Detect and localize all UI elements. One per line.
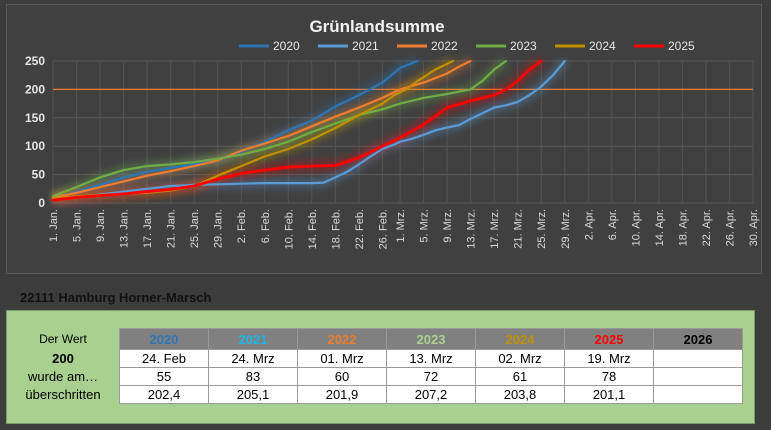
- day-cell: [653, 367, 743, 386]
- value-cell: 201,1: [564, 385, 654, 404]
- x-tick-label: 13. Jan.: [119, 209, 131, 248]
- series-line-2020: [51, 59, 419, 200]
- table-header-row: Der Wert 2020 2021 2022 2023 2024 2025 2…: [7, 328, 743, 350]
- x-tick-label: 22. Apr.: [701, 209, 713, 246]
- series-line-2022: [51, 59, 472, 199]
- value-cell: 205,1: [208, 385, 298, 404]
- x-tick-label: 21. Mrz.: [513, 209, 525, 249]
- x-tick-label: 5. Jan.: [72, 209, 84, 242]
- legend-label-2022: 2022: [431, 39, 458, 53]
- x-tick-label: 30. Apr.: [748, 209, 760, 246]
- year-header-2024: 2024: [475, 328, 565, 350]
- x-tick-label: 18. Apr.: [677, 209, 689, 246]
- series-line-2023: [51, 59, 507, 198]
- x-tick-label: 9. Jan.: [95, 209, 107, 242]
- x-tick-label: 29. Jan.: [213, 209, 225, 248]
- stats-table-panel: Der Wert 2020 2021 2022 2023 2024 2025 2…: [6, 310, 755, 424]
- x-tick-label: 2. Apr.: [583, 209, 595, 240]
- day-cell: 72: [386, 367, 476, 386]
- x-tick-label: 6. Feb.: [260, 209, 272, 243]
- value-cell: 201,9: [297, 385, 387, 404]
- x-tick-label: 13. Mrz.: [466, 209, 478, 249]
- year-header-2020: 2020: [119, 328, 209, 350]
- chart-panel: 0 50 100 150 200 250 1. Jan. 5. Jan. 9. Jan. 13. …: [6, 4, 762, 274]
- date-cell: 19. Mrz: [564, 349, 654, 368]
- location-title: 22111 Hamburg Horner-Marsch: [20, 290, 212, 305]
- series-line-2025: [51, 59, 543, 202]
- table-row-date: 200 24. Feb 24. Mrz 01. Mrz 13. Mrz 02. …: [7, 349, 743, 368]
- value-cell: [653, 385, 743, 404]
- legend-label-2021: 2021: [352, 39, 379, 53]
- legend-label-2023: 2023: [510, 39, 537, 53]
- x-tick-label: 2. Feb.: [236, 209, 248, 243]
- x-tick-label: 17. Jan.: [142, 209, 154, 248]
- x-tick-label: 26. Feb.: [377, 209, 389, 249]
- y-tick-label: 250: [25, 54, 45, 68]
- year-header-2023: 2023: [386, 328, 476, 350]
- x-tick-label: 1. Mrz.: [395, 209, 407, 243]
- x-tick-label: 1. Jan.: [48, 209, 60, 242]
- day-cell: 55: [119, 367, 209, 386]
- value-cell: 202,4: [119, 385, 209, 404]
- x-tick-label: 9. Mrz.: [442, 209, 454, 243]
- x-tick-label: 14. Apr.: [654, 209, 666, 246]
- date-cell: [653, 349, 743, 368]
- table-row-day: wurde am… 55 83 60 72 61 78: [7, 367, 743, 386]
- table-row-value: überschritten 202,4 205,1 201,9 207,2 20…: [7, 385, 743, 404]
- x-tick-label: 10. Feb.: [283, 209, 295, 249]
- x-tick-label: 18. Feb.: [330, 209, 342, 249]
- x-tick-label: 29. Mrz.: [560, 209, 572, 249]
- year-header-2021: 2021: [208, 328, 298, 350]
- date-cell: 24. Feb: [119, 349, 209, 368]
- date-cell: 01. Mrz: [297, 349, 387, 368]
- x-tick-label: 25. Mrz.: [536, 209, 548, 249]
- stats-table: Der Wert 2020 2021 2022 2023 2024 2025 2…: [7, 328, 743, 404]
- year-header-2026: 2026: [653, 328, 743, 350]
- x-tick-label: 25. Jan.: [189, 209, 201, 248]
- row-label-threshold: 200: [52, 351, 74, 366]
- x-tick-label: 17. Mrz.: [489, 209, 501, 249]
- x-tick-label: 22. Feb.: [354, 209, 366, 249]
- series-line-2021: [51, 59, 566, 202]
- x-tick-label: 10. Apr.: [630, 209, 642, 246]
- day-cell: 83: [208, 367, 298, 386]
- x-tick-label: 6. Apr.: [607, 209, 619, 240]
- x-tick-label: 14. Feb.: [307, 209, 319, 249]
- value-cell: 207,2: [386, 385, 476, 404]
- y-tick-label: 200: [25, 82, 45, 96]
- legend-label-2024: 2024: [589, 39, 616, 53]
- y-tick-label: 0: [38, 196, 45, 210]
- y-tick-label: 50: [32, 168, 46, 182]
- date-cell: 13. Mrz: [386, 349, 476, 368]
- legend-label-2020: 2020: [273, 39, 300, 53]
- row-label-exceeded: überschritten: [25, 387, 101, 402]
- day-cell: 60: [297, 367, 387, 386]
- y-tick-label: 150: [25, 111, 45, 125]
- year-header-2022: 2022: [297, 328, 387, 350]
- label-header: Der Wert: [39, 332, 87, 346]
- date-cell: 24. Mrz: [208, 349, 298, 368]
- row-label-reached: wurde am…: [27, 369, 99, 384]
- year-header-2025: 2025: [564, 328, 654, 350]
- gruenlandsumme-chart: 0 50 100 150 200 250 1. Jan. 5. Jan. 9. Jan. 13. …: [25, 17, 760, 249]
- value-cell: 203,8: [475, 385, 565, 404]
- x-tick-label: 21. Jan.: [166, 209, 178, 248]
- chart-title: Grünlandsumme: [309, 17, 444, 36]
- day-cell: 78: [564, 367, 654, 386]
- legend-label-2025: 2025: [668, 39, 695, 53]
- day-cell: 61: [475, 367, 565, 386]
- x-tick-label: 5. Mrz.: [419, 209, 431, 243]
- y-tick-label: 100: [25, 139, 45, 153]
- x-tick-label: 26. Apr.: [724, 209, 736, 246]
- date-cell: 02. Mrz: [475, 349, 565, 368]
